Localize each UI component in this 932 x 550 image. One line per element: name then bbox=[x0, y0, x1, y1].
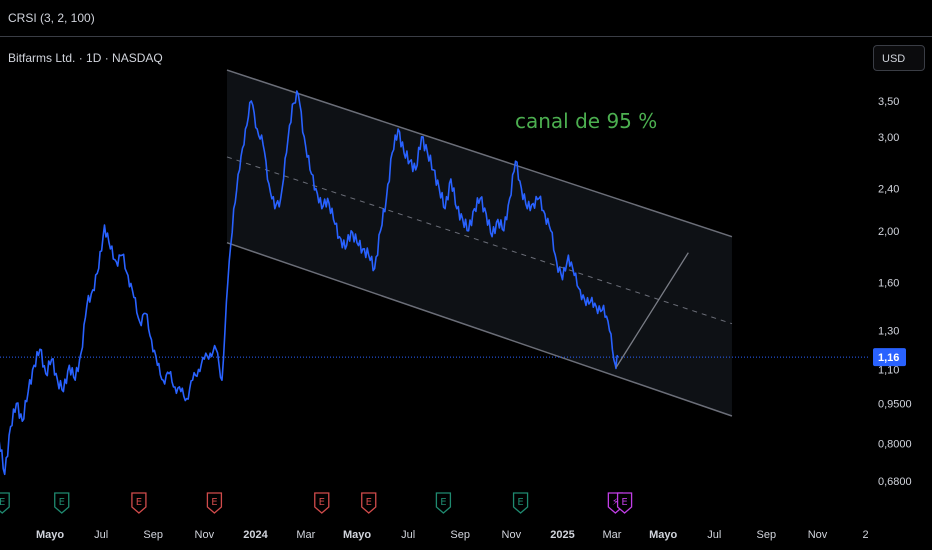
event-badge bbox=[361, 492, 377, 514]
channel-fill bbox=[226, 70, 732, 416]
y-tick-label: 0,8000 bbox=[878, 438, 912, 450]
event-badge bbox=[206, 492, 223, 514]
y-tick-label: 1,30 bbox=[878, 326, 899, 338]
event-label: E bbox=[621, 497, 627, 508]
price-line bbox=[0, 90, 619, 476]
x-tick-label: Sep bbox=[757, 529, 777, 541]
event-marker[interactable]: E bbox=[206, 492, 223, 514]
event-badge bbox=[435, 492, 452, 514]
x-tick-label: Nov bbox=[195, 529, 215, 541]
event-marker[interactable]: E bbox=[0, 492, 10, 514]
last-price-label: 1,16 bbox=[878, 352, 899, 364]
event-badge bbox=[512, 492, 529, 514]
y-tick-label: 2,00 bbox=[878, 226, 899, 238]
event-label: E bbox=[319, 497, 325, 508]
event-label: E bbox=[136, 497, 142, 508]
x-tick-label: 2024 bbox=[243, 529, 268, 541]
event-marker[interactable]: E bbox=[361, 492, 377, 514]
event-marker[interactable]: E bbox=[616, 492, 633, 514]
channel-annotation: canal de 95 % bbox=[515, 109, 657, 133]
event-label: E bbox=[59, 497, 65, 508]
event-badge bbox=[0, 492, 10, 514]
x-tick-label: Sep bbox=[450, 529, 470, 541]
event-label: E bbox=[211, 497, 217, 508]
channel-lower-line bbox=[226, 241, 733, 417]
indicator-label[interactable]: CRSI (3, 2, 100) bbox=[8, 11, 95, 25]
x-tick-label: Jul bbox=[94, 529, 108, 541]
x-tick-label: Mar bbox=[603, 529, 622, 541]
last-price-badge bbox=[873, 348, 906, 367]
x-tick-label: Mayo bbox=[649, 529, 677, 541]
event-badge bbox=[54, 492, 70, 514]
x-tick-label: Mar bbox=[296, 529, 315, 541]
x-tick-label: Mayo bbox=[343, 529, 371, 541]
indicator-bar: CRSI (3, 2, 100) bbox=[0, 0, 932, 37]
event-badge bbox=[131, 492, 147, 514]
event-label: E bbox=[440, 497, 446, 508]
event-label: E bbox=[366, 497, 372, 508]
channel-middle-line bbox=[226, 156, 733, 325]
event-label: E bbox=[517, 497, 523, 508]
y-tick-label: 0,6800 bbox=[878, 476, 912, 488]
x-tick-label: Sep bbox=[143, 529, 163, 541]
x-tick-label: Jul bbox=[401, 529, 415, 541]
event-marker[interactable]: E bbox=[54, 492, 70, 514]
x-tick-label: Jul bbox=[707, 529, 721, 541]
event-label: ⚡ bbox=[612, 497, 619, 508]
event-marker[interactable]: E bbox=[435, 492, 452, 514]
symbol-title: Bitfarms Ltd. · 1D · NASDAQ bbox=[8, 51, 163, 65]
event-badge bbox=[616, 492, 633, 514]
x-tick-label: Nov bbox=[808, 529, 828, 541]
event-marker[interactable]: E bbox=[131, 492, 147, 514]
event-marker[interactable]: E bbox=[314, 492, 330, 514]
x-tick-label: 2025 bbox=[550, 529, 574, 541]
currency-button[interactable]: USD bbox=[873, 45, 925, 71]
projection-line bbox=[615, 252, 689, 368]
event-marker[interactable]: E bbox=[512, 492, 529, 514]
event-label: E bbox=[0, 497, 5, 508]
y-tick-label: 0,9500 bbox=[878, 398, 912, 410]
x-tick-label: Nov bbox=[502, 529, 522, 541]
event-badge bbox=[314, 492, 330, 514]
y-tick-label: 3,50 bbox=[878, 96, 899, 108]
x-tick-label: Mayo bbox=[36, 529, 64, 541]
y-tick-label: 3,00 bbox=[878, 132, 899, 144]
y-tick-label: 2,40 bbox=[878, 184, 899, 196]
x-tick-label: 20 bbox=[863, 529, 868, 541]
y-tick-label: 1,10 bbox=[878, 364, 899, 376]
channel-upper-line bbox=[226, 69, 733, 238]
y-tick-label: 1,60 bbox=[878, 278, 899, 290]
